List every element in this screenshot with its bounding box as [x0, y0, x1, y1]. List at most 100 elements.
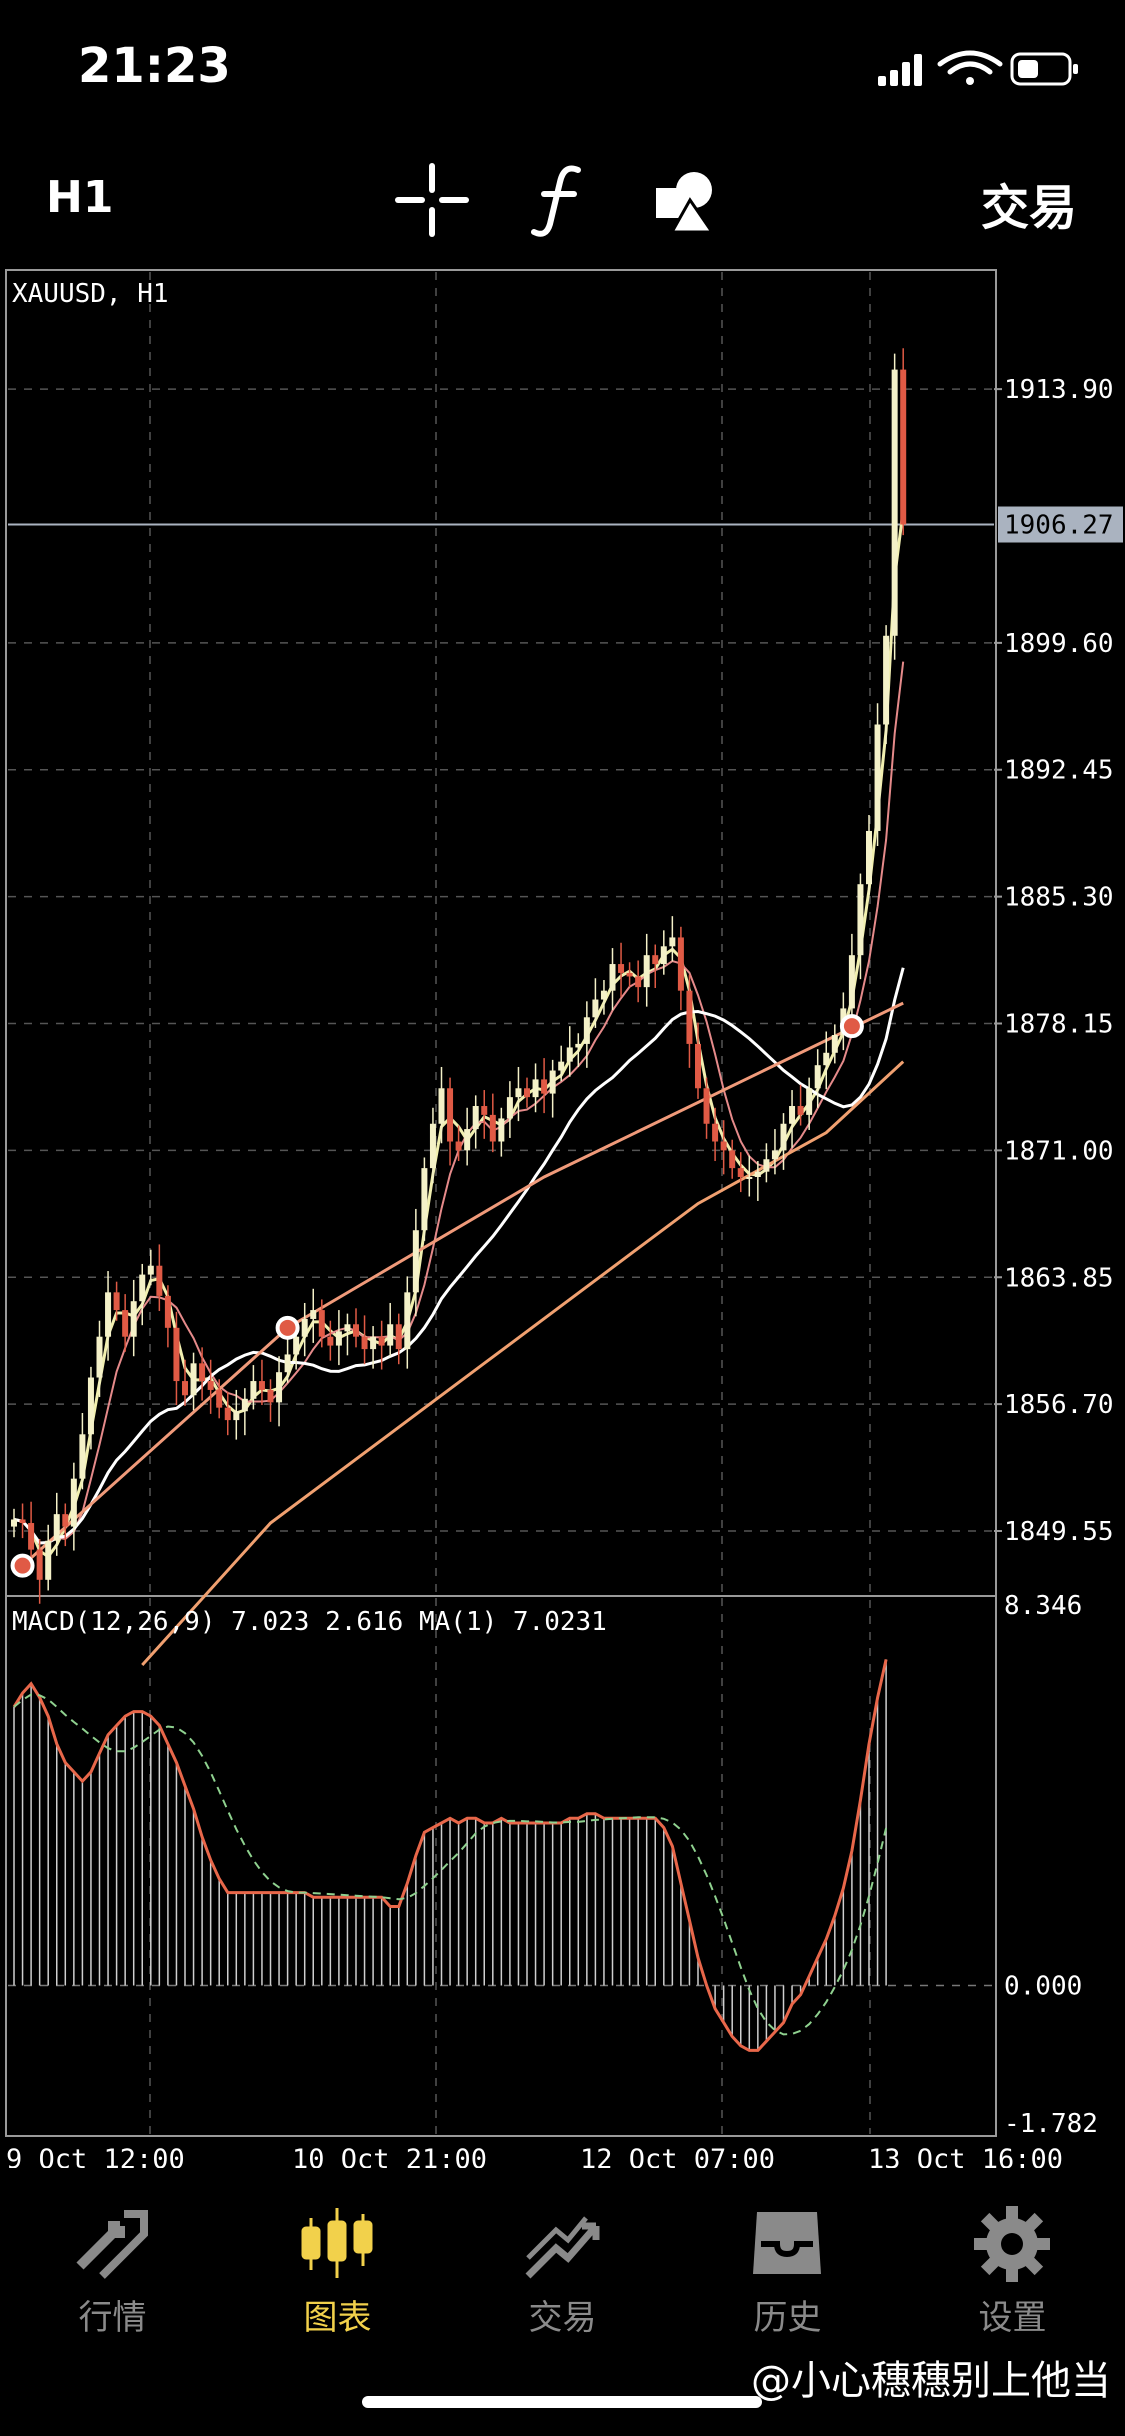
signal-icon	[878, 54, 922, 86]
candle-body	[677, 937, 684, 991]
candle-body	[506, 1097, 513, 1119]
candle-body	[780, 1123, 787, 1151]
time-tick-label: 13 Oct 16:00	[868, 2144, 1063, 2168]
battery-icon	[1010, 52, 1078, 86]
candle-body	[122, 1310, 129, 1337]
candle-body	[293, 1336, 300, 1355]
tab-quotes[interactable]: 行情	[0, 2180, 225, 2350]
tab-settings-label: 设置	[978, 2298, 1047, 2338]
candle-body	[857, 884, 864, 956]
candle-body	[866, 830, 872, 885]
candle-body	[729, 1150, 736, 1169]
candle-body	[626, 972, 633, 977]
status-icons	[878, 50, 1078, 86]
candle-body	[318, 1310, 325, 1337]
tab-history-label: 历史	[753, 2298, 822, 2338]
price-tick-label: 1863.85	[1004, 1263, 1114, 1293]
candle-body	[173, 1327, 180, 1382]
candle-body	[669, 937, 676, 947]
candle-body	[549, 1070, 556, 1094]
price-tick-label: 1899.60	[1004, 629, 1114, 659]
candle-body	[814, 1065, 821, 1089]
candle-body	[635, 976, 642, 988]
chart-grid	[8, 272, 994, 2134]
crosshair-icon[interactable]	[392, 160, 472, 240]
macd-tick-label: -1.782	[1004, 2109, 1098, 2139]
candle-body	[207, 1381, 214, 1390]
trend-line-1	[21, 1001, 904, 1567]
candle-body	[199, 1363, 206, 1382]
candle-body	[224, 1407, 231, 1421]
ma-slow-line	[13, 967, 905, 1545]
shapes-icon[interactable]	[650, 160, 730, 240]
candle-body	[36, 1549, 43, 1580]
candle-body	[848, 955, 855, 1009]
candle-body	[395, 1324, 402, 1350]
candle-body	[489, 1114, 496, 1142]
tab-trade[interactable]: 交易	[450, 2180, 675, 2350]
function-f-icon[interactable]	[520, 160, 600, 240]
candle-body	[583, 1017, 590, 1044]
candle-body	[797, 1106, 804, 1115]
candle-body	[96, 1336, 103, 1378]
candle-body	[600, 990, 607, 1000]
candle-body	[558, 1061, 565, 1071]
candle-body	[276, 1372, 283, 1403]
price-tick-label: 1849.55	[1004, 1517, 1114, 1547]
candle-body	[609, 964, 616, 991]
candle-body	[216, 1389, 223, 1408]
candle-body	[190, 1363, 197, 1396]
candle-body	[105, 1292, 112, 1337]
candle-body	[464, 1129, 471, 1151]
tab-chart[interactable]: 图表	[225, 2180, 450, 2350]
tab-settings[interactable]: 设置	[900, 2180, 1125, 2350]
candle-body	[250, 1381, 257, 1399]
candle-body	[353, 1324, 359, 1337]
crossover-marker	[275, 1315, 300, 1340]
candle-body	[883, 635, 890, 725]
time-tick-label: 12 Oct 07:00	[580, 2144, 775, 2168]
candle-body	[233, 1411, 240, 1421]
candle-body	[789, 1106, 796, 1124]
candle-body	[79, 1434, 86, 1479]
candle-body	[524, 1088, 530, 1098]
crossover-marker	[839, 1014, 864, 1039]
candle-body	[874, 724, 881, 831]
wifi-icon	[937, 50, 1003, 85]
crossover-marker	[10, 1553, 35, 1578]
candle-body	[45, 1540, 52, 1580]
price-tick-label: 1871.00	[1004, 1136, 1114, 1166]
price-tick-label: 1885.30	[1004, 883, 1114, 913]
candle-body	[70, 1478, 77, 1527]
tab-history[interactable]: 历史	[675, 2180, 900, 2350]
candle-body	[28, 1523, 35, 1550]
candle-body	[763, 1159, 770, 1172]
candle-body	[301, 1318, 308, 1337]
candle-body	[754, 1171, 761, 1177]
price-chart[interactable]: 1913.90 1899.60 1892.45 1885.30 1878.15 1871.…	[0, 268, 1125, 2168]
current-price-label: 1906.27	[1004, 511, 1114, 541]
candle-body	[737, 1168, 744, 1177]
trend-line-2	[141, 1060, 905, 1666]
tab-chart-label: 图表	[303, 2298, 372, 2338]
macd-indicator	[12, 1659, 888, 2052]
status-time: 21:23	[78, 38, 231, 94]
macd-signal-line	[13, 1693, 888, 2036]
candle-body	[481, 1106, 488, 1115]
timeframe-button[interactable]: H1	[46, 172, 114, 223]
candle-body	[472, 1106, 479, 1130]
candle-body	[823, 1052, 830, 1066]
candle-body	[900, 369, 907, 525]
candle-body	[575, 1043, 582, 1048]
candle-body	[831, 1035, 838, 1053]
price-tick-label: 1878.15	[1004, 1009, 1114, 1039]
price-tick-label: 1892.45	[1004, 756, 1114, 786]
home-indicator	[362, 2396, 762, 2408]
candle-body	[720, 1141, 727, 1151]
candle-body	[361, 1336, 368, 1350]
time-axis: 9 Oct 12:00 10 Oct 21:00 12 Oct 07:00 13 Oc…	[6, 2144, 1063, 2168]
trade-button[interactable]: 交易	[980, 180, 1077, 236]
bottom-tab-bar: 行情 图表 交易 历史	[0, 2180, 1125, 2410]
watermark-text: @小心穗穗别上他当	[751, 2358, 1111, 2404]
candle-body	[498, 1118, 505, 1142]
